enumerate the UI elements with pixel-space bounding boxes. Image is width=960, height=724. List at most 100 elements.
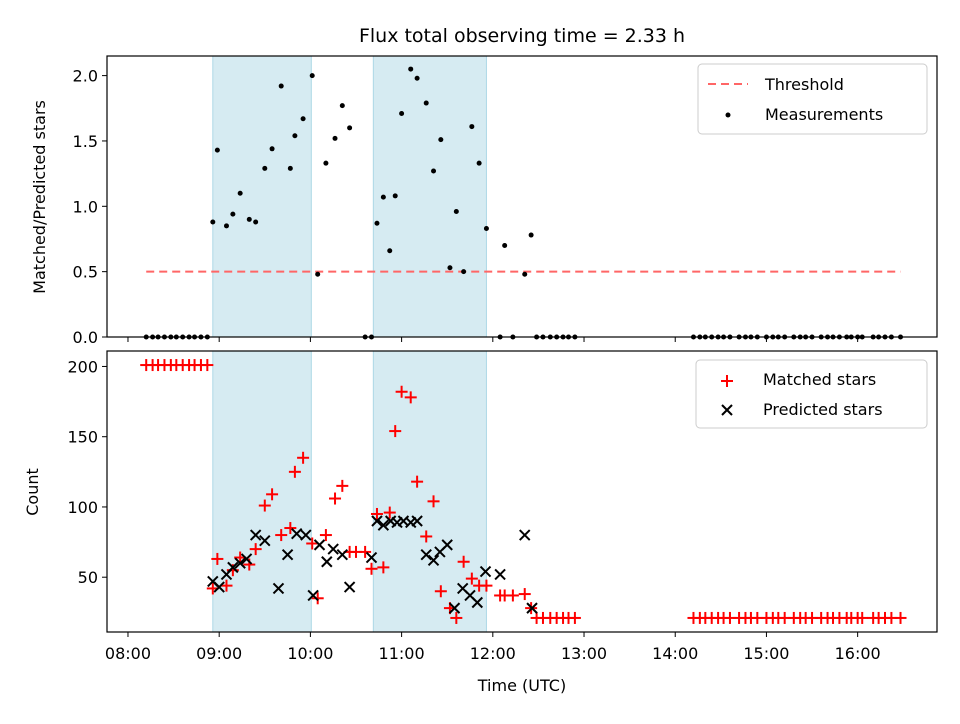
matched-star-marker xyxy=(465,572,478,585)
measurement-point xyxy=(309,73,315,79)
predicted-star-markers xyxy=(207,515,538,614)
measurement-point xyxy=(408,66,414,72)
measurement-point xyxy=(287,165,293,171)
x-tick-label: 14:00 xyxy=(652,644,698,663)
matched-star-marker xyxy=(258,499,271,512)
matched-star-marker xyxy=(480,579,493,592)
matched-star-marker xyxy=(856,611,869,624)
predicted-star-marker xyxy=(365,551,378,564)
matched-star-marker xyxy=(434,585,447,598)
matched-star-marker xyxy=(311,592,324,605)
matched-star-marker xyxy=(336,479,349,492)
bottom-y-ticks: 50 100 150 200 xyxy=(67,357,107,587)
predicted-star-marker xyxy=(427,554,440,567)
marker-stroke xyxy=(313,539,326,551)
matched-star-marker xyxy=(275,529,288,542)
marker-stroke xyxy=(336,549,349,561)
bottom-legend: Matched stars Predicted stars xyxy=(695,359,928,429)
predicted-star-marker xyxy=(259,534,271,547)
measurement-point xyxy=(292,133,298,139)
matched-star-marker xyxy=(457,555,470,568)
observing-window-band xyxy=(212,350,312,633)
matched-star-marker xyxy=(329,492,342,505)
measurement-point xyxy=(522,271,528,277)
marker-stroke xyxy=(343,581,356,593)
observing-window-band xyxy=(212,55,312,338)
measurement-point xyxy=(374,220,380,226)
predicted-star-marker xyxy=(307,589,319,602)
measurement-point xyxy=(476,160,482,166)
predicted-star-marker xyxy=(291,527,303,540)
marker-stroke xyxy=(227,561,239,574)
measurement-point xyxy=(315,271,321,277)
top-y-tick-label: 2.0 xyxy=(73,67,98,86)
measurement-point xyxy=(380,194,386,200)
marker-stroke xyxy=(519,529,531,541)
top-y-ticks: 0.0 0.5 1.0 1.5 2.0 xyxy=(73,67,107,347)
marker-stroke xyxy=(479,565,492,578)
predicted-star-marker xyxy=(448,602,461,614)
bottom-y-tick-label: 200 xyxy=(67,357,98,376)
matched-star-marker xyxy=(420,530,433,543)
matched-star-marker xyxy=(411,475,424,488)
top-y-axis-label: Matched/Predicted stars xyxy=(30,100,49,294)
predicted-star-marker xyxy=(471,596,484,609)
predicted-star-marker xyxy=(234,557,246,569)
bottom-y-axis-label: Count xyxy=(23,468,42,516)
predicted-star-marker xyxy=(249,529,262,541)
legend-matched-swatch xyxy=(721,375,733,387)
measurement-point xyxy=(253,219,259,225)
x-tick-label: 11:00 xyxy=(379,644,425,663)
predicted-star-marker xyxy=(321,556,333,568)
measurement-point xyxy=(447,265,453,271)
marker-stroke xyxy=(377,519,390,531)
top-legend: Threshold Measurements xyxy=(697,63,928,135)
matched-star-marker xyxy=(377,561,390,574)
bottom-observing-windows xyxy=(212,350,487,633)
chart-title: Flux total observing time = 2.33 h xyxy=(359,25,685,47)
marker-stroke xyxy=(457,582,469,595)
bottom-panel: 50 100 150 200 08:00 09:00 10:00 11:00 12:00 13:… xyxy=(23,350,938,695)
predicted-star-marker xyxy=(494,568,506,581)
predicted-star-marker xyxy=(281,549,294,561)
marker-stroke xyxy=(427,554,440,567)
marker-stroke xyxy=(249,529,262,541)
measurement-point xyxy=(469,124,475,130)
marker-stroke xyxy=(420,549,432,561)
matched-star-marker xyxy=(506,589,519,602)
matched-star-marker xyxy=(201,359,214,372)
matched-star-marker xyxy=(249,543,262,556)
marker-stroke xyxy=(281,549,294,561)
measurement-point xyxy=(332,135,338,141)
measurement-point xyxy=(387,248,393,254)
marker-stroke xyxy=(464,589,476,602)
marker-stroke xyxy=(441,539,453,551)
predicted-star-marker xyxy=(240,553,253,565)
measurement-point xyxy=(214,147,220,153)
x-tick-label: 15:00 xyxy=(743,644,789,663)
predicted-star-marker xyxy=(227,561,239,574)
measurement-point xyxy=(269,146,275,152)
predicted-star-marker xyxy=(479,565,492,578)
legend-predicted-label: Predicted stars xyxy=(763,400,883,419)
measurement-point xyxy=(438,137,444,143)
marker-stroke xyxy=(494,568,506,581)
predicted-star-marker xyxy=(272,582,285,595)
measurement-point xyxy=(461,269,467,275)
top-y-tick-label: 1.5 xyxy=(73,132,98,151)
matched-star-marker xyxy=(383,506,396,519)
matched-star-marker xyxy=(220,579,233,592)
legend-measurements-label: Measurements xyxy=(765,105,883,124)
bottom-y-tick-label: 100 xyxy=(67,498,98,517)
top-y-tick-label: 0.5 xyxy=(73,263,98,282)
marker-stroke xyxy=(321,556,333,568)
predicted-star-marker xyxy=(441,539,453,551)
predicted-star-marker xyxy=(526,602,538,614)
marker-stroke xyxy=(526,602,538,614)
measurement-point xyxy=(347,125,353,131)
x-tick-label: 12:00 xyxy=(470,644,516,663)
marker-stroke xyxy=(327,543,339,555)
marker-stroke xyxy=(307,589,319,602)
matched-star-marker xyxy=(319,529,332,542)
